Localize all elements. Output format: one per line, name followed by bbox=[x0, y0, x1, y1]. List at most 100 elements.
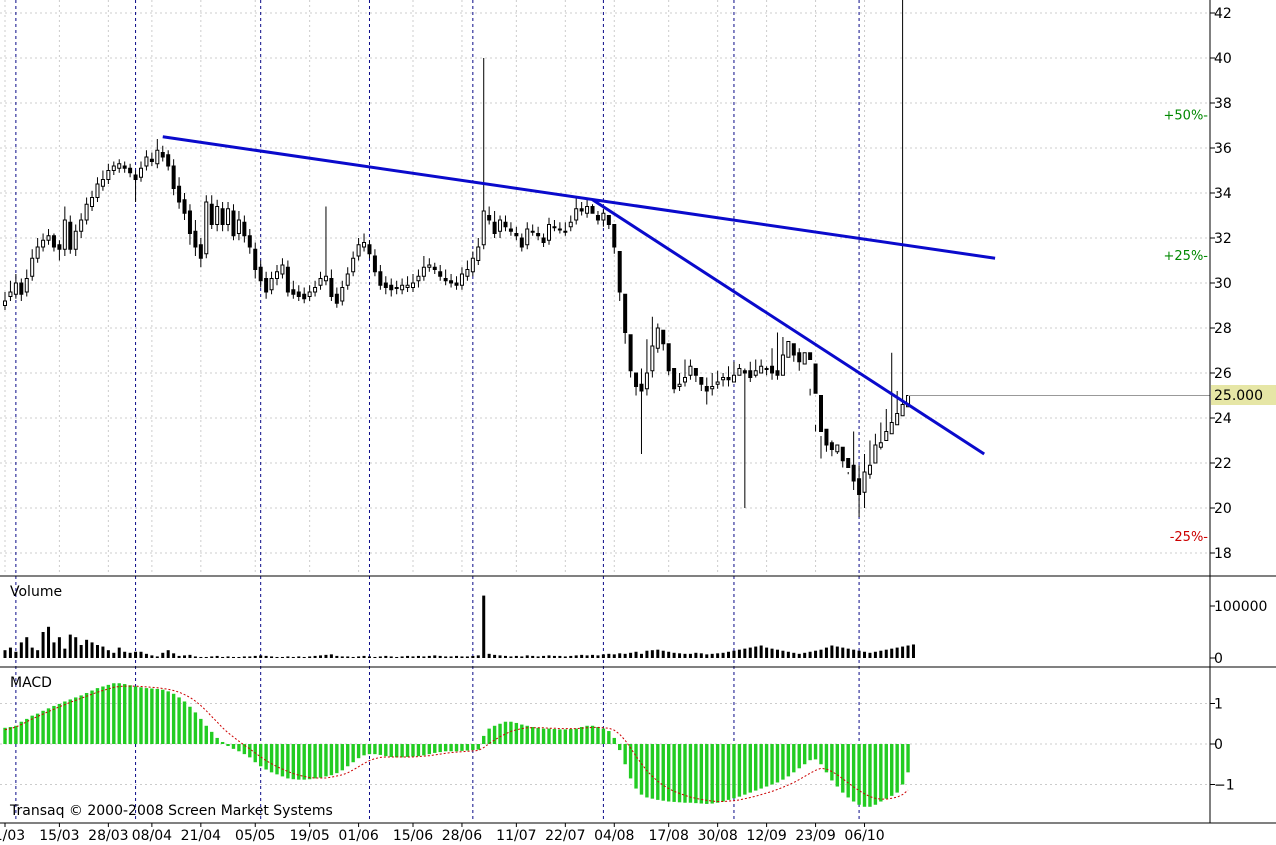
candle-up bbox=[644, 372, 649, 390]
macd-panel[interactable] bbox=[3, 683, 910, 807]
macd-histogram-bar bbox=[30, 715, 34, 744]
macd-histogram-bar bbox=[405, 744, 410, 757]
macd-histogram-bar bbox=[161, 689, 165, 744]
candle-up bbox=[155, 149, 160, 165]
macd-histogram-bar bbox=[307, 744, 312, 780]
candle-up bbox=[884, 431, 889, 441]
candle-down bbox=[149, 158, 154, 162]
candle-down bbox=[840, 446, 845, 462]
macd-histogram-bar bbox=[754, 744, 758, 791]
date-tick-label: 22/07 bbox=[545, 828, 585, 844]
volume-bar bbox=[471, 655, 475, 658]
price-tick-label: 38 bbox=[1214, 96, 1232, 112]
candle-up bbox=[411, 282, 415, 288]
candle-up bbox=[498, 219, 503, 232]
volume-bar bbox=[8, 647, 12, 658]
macd-histogram-bar bbox=[57, 703, 62, 744]
candle-up bbox=[481, 210, 486, 246]
volume-bar bbox=[25, 637, 29, 658]
volume-bar bbox=[144, 653, 148, 658]
macd-histogram-bar bbox=[851, 744, 856, 802]
candle-up bbox=[362, 242, 367, 248]
volume-bar bbox=[248, 656, 252, 658]
candle-down bbox=[623, 293, 628, 333]
macd-histogram-bar bbox=[650, 744, 655, 799]
volume-bar bbox=[814, 650, 818, 658]
price-tick-label: 36 bbox=[1214, 141, 1232, 157]
candle-up bbox=[84, 203, 89, 221]
candle-down bbox=[595, 215, 600, 221]
macd-histogram-bar bbox=[764, 744, 769, 787]
volume-bar bbox=[259, 655, 263, 658]
macd-histogram-bar bbox=[520, 724, 524, 744]
candle-down bbox=[617, 251, 622, 293]
candle-up bbox=[400, 284, 405, 291]
macd-histogram-bar bbox=[476, 744, 480, 750]
macd-histogram-bar bbox=[302, 744, 306, 780]
volume-bar bbox=[329, 654, 333, 658]
macd-histogram-bar bbox=[596, 726, 600, 744]
candle-down bbox=[68, 221, 73, 250]
candle-up bbox=[345, 273, 350, 286]
price-tick-label: 30 bbox=[1214, 276, 1232, 292]
candle-up bbox=[601, 212, 606, 221]
volume-bar bbox=[901, 646, 905, 658]
volume-bar bbox=[41, 632, 45, 658]
candle-down bbox=[857, 478, 862, 495]
volume-bar bbox=[199, 656, 203, 658]
volume-bar bbox=[422, 656, 426, 658]
candle-down bbox=[198, 244, 203, 259]
macd-histogram-bar bbox=[813, 744, 818, 760]
volume-bar bbox=[362, 655, 366, 658]
volume-bar bbox=[357, 656, 361, 658]
macd-histogram-bar bbox=[677, 744, 682, 803]
candle-up bbox=[867, 464, 872, 475]
candle-down bbox=[634, 372, 639, 387]
candle-down bbox=[519, 237, 524, 248]
macd-histogram-bar bbox=[275, 744, 279, 775]
candle-down bbox=[247, 235, 252, 248]
volume-tick-label: 0 bbox=[1214, 651, 1223, 667]
candle-down bbox=[231, 210, 236, 237]
macd-histogram-bar bbox=[786, 744, 791, 777]
candle-down bbox=[171, 165, 176, 189]
volume-bar bbox=[286, 656, 290, 658]
volume-bar bbox=[482, 595, 486, 658]
volume-bar bbox=[270, 656, 274, 658]
date-tick-label: 06/10 bbox=[844, 828, 884, 844]
macd-histogram-bar bbox=[139, 687, 143, 744]
candle-up bbox=[895, 413, 900, 426]
volume-bar bbox=[280, 656, 284, 658]
macd-histogram-bar bbox=[144, 688, 149, 744]
candle-up bbox=[737, 368, 742, 376]
trendlines[interactable] bbox=[162, 135, 996, 456]
candle-down bbox=[508, 228, 513, 232]
date-tick-label: 04/08 bbox=[594, 828, 634, 844]
candle-up bbox=[318, 278, 323, 286]
candle-down bbox=[487, 215, 492, 221]
macd-histogram-bar bbox=[857, 744, 861, 805]
candle-up bbox=[427, 264, 432, 268]
macd-histogram-bar bbox=[79, 695, 83, 744]
macd-histogram-bar bbox=[367, 744, 372, 755]
volume-bar bbox=[68, 634, 72, 658]
candle-up bbox=[802, 352, 807, 365]
volume-bar bbox=[846, 648, 850, 658]
macd-histogram-bar bbox=[210, 731, 214, 744]
macd-histogram-bar bbox=[879, 744, 883, 802]
candle-up bbox=[269, 278, 274, 291]
candle-down bbox=[661, 329, 666, 345]
volume-bar bbox=[210, 656, 214, 658]
percent-level-label: +25%- bbox=[1164, 249, 1209, 264]
percent-level-label: +50%- bbox=[1164, 108, 1209, 123]
macd-histogram-bar bbox=[422, 744, 426, 756]
candle-up bbox=[547, 224, 551, 241]
trendline bbox=[591, 198, 986, 456]
volume-panel[interactable] bbox=[3, 595, 915, 658]
candle-down bbox=[296, 291, 301, 297]
price-panel[interactable] bbox=[3, 0, 1211, 517]
candle-down bbox=[242, 221, 247, 237]
macd-histogram-bar bbox=[150, 688, 154, 744]
volume-bar bbox=[85, 639, 89, 658]
macd-histogram-bar bbox=[900, 744, 905, 785]
